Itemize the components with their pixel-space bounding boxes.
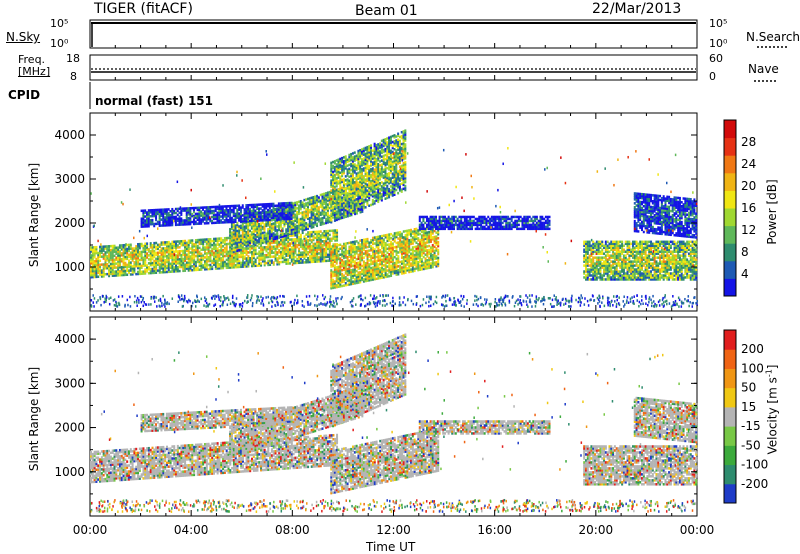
y-tick-label: 3000 [54,376,85,390]
colorbar-segment [724,278,736,297]
colorbar-tick-label: 50 [741,381,756,395]
velocity-colorbar-label: Velocity [m s-1] [765,345,780,475]
echo-cells [90,333,698,513]
nsearch-tick-top: 10⁵ [709,17,728,30]
velocity-colorbar-label-exponent: -1 [764,369,774,378]
colorbar-tick-label: -50 [741,438,761,452]
nsearch-label: N.Search [746,30,800,44]
colorbar-segment [724,406,736,427]
freq-tick-top: 18 [66,52,80,65]
colorbar-tick-label: 12 [741,223,756,237]
colorbar-tick-label: 8 [741,245,749,259]
power-panel: 1000 2000 3000 4000 [54,112,698,312]
y-tick-label: 2000 [54,421,85,435]
colorbar-segment [724,445,736,466]
beam-label: Beam 01 [355,3,418,19]
y-tick-label: 4000 [54,128,85,142]
colorbar-segment [724,172,736,191]
colorbar-frame [723,329,737,504]
colorbar-segment [724,426,736,446]
y-tick-label: 1000 [54,260,85,274]
colorbar-segment [724,155,736,174]
x-tick-label: 20:00 [579,523,614,537]
colorbar-tick-label: -15 [741,419,761,433]
nave-tick-bottom: 0 [709,70,716,83]
colorbar-tick-label: 15 [741,400,756,414]
x-tick-label: 04:00 [174,523,209,537]
velocity-colorbar-label-close: ] [765,364,780,370]
velocity-colorbar-label-main: Velocity [m s [765,377,780,455]
colorbar-segment [724,387,736,408]
freq-label-line1: Freq. [18,53,46,66]
colorbar-tick-label: 4 [741,267,749,281]
y-tick-label: 2000 [54,216,85,230]
x-tick-label: 00:00 [73,523,108,537]
colorbar-frame [723,119,737,297]
nsky-label: N.Sky [6,30,41,44]
x-tick-label: 12:00 [376,523,411,537]
x-tick-label: 00:00 [680,523,715,537]
nave-tick-top: 60 [709,52,723,65]
power-colorbar: 28 24 20 16 12 8 4 [723,119,756,297]
colorbar-segment [724,464,736,485]
colorbar-tick-label: 16 [741,201,756,215]
nave-label: Nave [748,62,779,76]
velocity-colorbar: 200 100 50 15 -15 -50 -100 -200 [723,329,768,504]
colorbar-tick-label: -100 [741,458,768,472]
colorbar-segment [724,120,736,139]
colorbar-tick-label: 24 [741,157,756,171]
colorbar-segment [724,225,736,244]
colorbar-segment [724,260,736,279]
colorbar-segment [724,349,736,369]
colorbar-segment [724,330,736,350]
colorbar-segment [724,483,736,504]
y-tick-label: 4000 [54,332,85,346]
power-ylabel: Slant Range [km] [27,162,41,268]
nsky-tick-bottom: 10⁰ [50,37,69,50]
colorbar-tick-label: 200 [741,342,764,356]
colorbar-tick-label: -200 [741,477,768,491]
velocity-ylabel: Slant Range [km] [27,366,41,472]
colorbar-segment [724,368,736,389]
echo-cells [90,129,698,308]
cpid-value: normal (fast) 151 [95,94,213,108]
time-axis-label: Time UT [366,540,416,554]
colorbar-segment [724,137,736,156]
radar-title: TIGER (fitACF) [94,1,193,17]
cpid-label: CPID [8,88,41,102]
colorbar-segment [724,208,736,227]
colorbar-tick-label: 100 [741,361,764,375]
x-tick-label: 16:00 [477,523,512,537]
y-tick-label: 3000 [54,172,85,186]
colorbar-segment [724,190,736,209]
power-colorbar-label: Power [dB] [765,179,779,245]
nsky-tick-top: 10⁵ [50,17,69,30]
nsearch-tick-bottom: 10⁰ [709,37,728,50]
freq-tick-bottom: 8 [70,70,77,83]
colorbar-tick-label: 28 [741,135,756,149]
velocity-panel: 1000 2000 3000 4000 00:00 04:00 08:00 12:00 16:0… [54,316,715,537]
freq-label-line2: [MHz] [18,65,51,78]
colorbar-segment [724,243,736,262]
colorbar-tick-label: 20 [741,179,756,193]
y-tick-label: 1000 [54,465,85,479]
x-tick-label: 08:00 [275,523,310,537]
date-label: 22/Mar/2013 [592,1,682,17]
